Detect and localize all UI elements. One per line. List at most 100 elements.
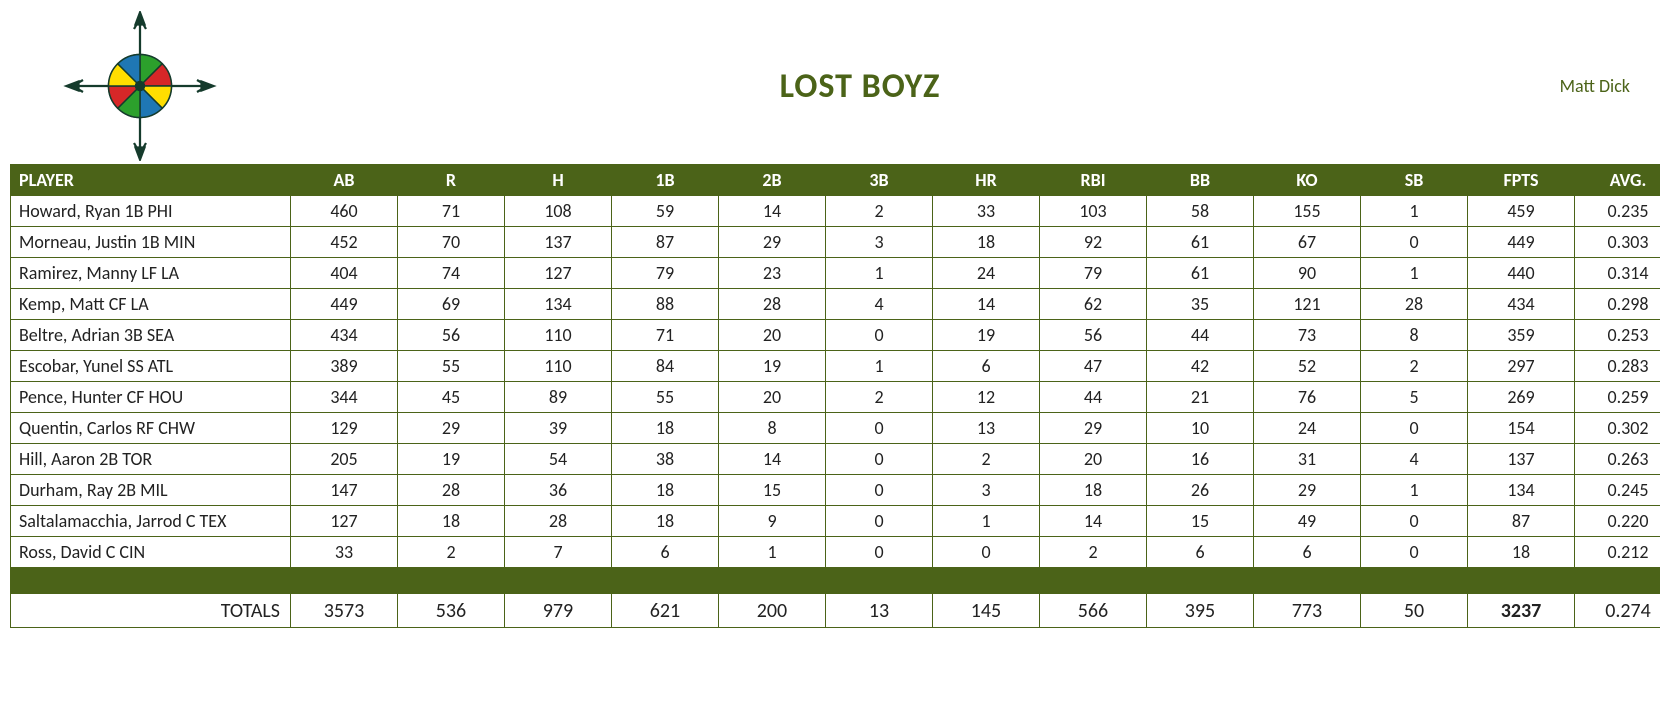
stat-cell-b2: 19 xyxy=(719,351,826,382)
stat-cell-sb: 0 xyxy=(1361,537,1468,568)
stat-cell-bb: 6 xyxy=(1147,537,1254,568)
stat-cell-sb: 4 xyxy=(1361,444,1468,475)
compass-icon xyxy=(55,11,225,161)
stat-cell-bb: 16 xyxy=(1147,444,1254,475)
table-row: Quentin, Carlos RF CHW129293918801329102… xyxy=(11,413,1660,444)
table-row: Beltre, Adrian 3B SEA4345611071200195644… xyxy=(11,320,1660,351)
stat-cell-bb: 58 xyxy=(1147,196,1254,227)
stat-cell-bb: 26 xyxy=(1147,475,1254,506)
col-3b: 3B xyxy=(826,165,933,196)
totals-row: TOTALS 3573 536 979 621 200 13 145 566 3… xyxy=(11,594,1660,628)
stat-cell-h: 110 xyxy=(505,351,612,382)
stat-cell-r: 55 xyxy=(398,351,505,382)
player-cell: Hill, Aaron 2B TOR xyxy=(11,444,291,475)
stat-cell-ko: 52 xyxy=(1254,351,1361,382)
stat-cell-rbi: 29 xyxy=(1040,413,1147,444)
stat-cell-b2: 15 xyxy=(719,475,826,506)
stat-cell-avg: 0.245 xyxy=(1575,475,1660,506)
stat-cell-ko: 90 xyxy=(1254,258,1361,289)
stat-cell-h: 54 xyxy=(505,444,612,475)
stat-cell-bb: 61 xyxy=(1147,258,1254,289)
table-row: Ramirez, Manny LF LA40474127792312479619… xyxy=(11,258,1660,289)
stat-cell-h: 110 xyxy=(505,320,612,351)
stat-cell-b2: 20 xyxy=(719,382,826,413)
stat-cell-b3: 3 xyxy=(826,227,933,258)
stat-cell-b3: 0 xyxy=(826,320,933,351)
stat-cell-sb: 5 xyxy=(1361,382,1468,413)
stat-cell-fpts: 269 xyxy=(1468,382,1575,413)
stat-cell-sb: 8 xyxy=(1361,320,1468,351)
stat-cell-hr: 2 xyxy=(933,444,1040,475)
stat-cell-ko: 29 xyxy=(1254,475,1361,506)
stat-cell-ab: 33 xyxy=(291,537,398,568)
stat-cell-ko: 121 xyxy=(1254,289,1361,320)
stat-cell-b2: 23 xyxy=(719,258,826,289)
stat-cell-b1: 18 xyxy=(612,506,719,537)
stat-cell-avg: 0.283 xyxy=(1575,351,1660,382)
header: LOST BOYZ Matt Dick xyxy=(10,8,1650,164)
stat-cell-bb: 10 xyxy=(1147,413,1254,444)
stat-cell-b2: 14 xyxy=(719,444,826,475)
totals-label: TOTALS xyxy=(11,594,291,628)
stat-cell-ab: 147 xyxy=(291,475,398,506)
stat-cell-hr: 3 xyxy=(933,475,1040,506)
stat-cell-fpts: 134 xyxy=(1468,475,1575,506)
stat-cell-h: 7 xyxy=(505,537,612,568)
stat-cell-b1: 55 xyxy=(612,382,719,413)
stat-cell-fpts: 434 xyxy=(1468,289,1575,320)
totals-3b: 13 xyxy=(826,594,933,628)
page-container: LOST BOYZ Matt Dick PLAYER AB R H 1B 2B … xyxy=(0,0,1660,636)
stat-cell-hr: 1 xyxy=(933,506,1040,537)
stat-cell-b1: 38 xyxy=(612,444,719,475)
owner-name: Matt Dick xyxy=(1450,75,1650,97)
stat-cell-avg: 0.303 xyxy=(1575,227,1660,258)
stat-cell-b3: 2 xyxy=(826,196,933,227)
stat-cell-fpts: 440 xyxy=(1468,258,1575,289)
totals-h: 979 xyxy=(505,594,612,628)
stat-cell-b1: 18 xyxy=(612,413,719,444)
stat-cell-ko: 6 xyxy=(1254,537,1361,568)
stat-cell-sb: 1 xyxy=(1361,475,1468,506)
stat-cell-b3: 2 xyxy=(826,382,933,413)
table-row: Durham, Ray 2B MIL1472836181503182629113… xyxy=(11,475,1660,506)
stat-cell-b3: 4 xyxy=(826,289,933,320)
stat-cell-b1: 71 xyxy=(612,320,719,351)
stat-cell-sb: 0 xyxy=(1361,413,1468,444)
stat-cell-b3: 1 xyxy=(826,351,933,382)
player-cell: Saltalamacchia, Jarrod C TEX xyxy=(11,506,291,537)
stat-cell-fpts: 297 xyxy=(1468,351,1575,382)
stat-cell-sb: 1 xyxy=(1361,196,1468,227)
stat-cell-ko: 73 xyxy=(1254,320,1361,351)
stat-cell-h: 108 xyxy=(505,196,612,227)
stat-cell-r: 19 xyxy=(398,444,505,475)
stat-cell-rbi: 92 xyxy=(1040,227,1147,258)
stat-cell-hr: 12 xyxy=(933,382,1040,413)
stat-cell-avg: 0.259 xyxy=(1575,382,1660,413)
stat-cell-ko: 76 xyxy=(1254,382,1361,413)
stat-cell-bb: 15 xyxy=(1147,506,1254,537)
table-row: Kemp, Matt CF LA449691348828414623512128… xyxy=(11,289,1660,320)
compass-logo xyxy=(10,11,270,161)
stat-cell-r: 28 xyxy=(398,475,505,506)
stats-table: PLAYER AB R H 1B 2B 3B HR RBI BB KO SB F… xyxy=(10,164,1660,628)
stat-cell-ko: 31 xyxy=(1254,444,1361,475)
stat-cell-b1: 87 xyxy=(612,227,719,258)
stat-cell-r: 29 xyxy=(398,413,505,444)
stat-cell-b2: 20 xyxy=(719,320,826,351)
totals-fpts: 3237 xyxy=(1468,594,1575,628)
player-cell: Howard, Ryan 1B PHI xyxy=(11,196,291,227)
player-cell: Beltre, Adrian 3B SEA xyxy=(11,320,291,351)
stat-cell-b1: 18 xyxy=(612,475,719,506)
totals-2b: 200 xyxy=(719,594,826,628)
stat-cell-b1: 84 xyxy=(612,351,719,382)
totals-ko: 773 xyxy=(1254,594,1361,628)
stat-cell-b1: 88 xyxy=(612,289,719,320)
stat-cell-r: 56 xyxy=(398,320,505,351)
stat-cell-sb: 0 xyxy=(1361,506,1468,537)
stat-cell-hr: 0 xyxy=(933,537,1040,568)
col-1b: 1B xyxy=(612,165,719,196)
stat-cell-sb: 28 xyxy=(1361,289,1468,320)
stat-cell-h: 28 xyxy=(505,506,612,537)
stat-cell-b1: 6 xyxy=(612,537,719,568)
stat-cell-b2: 28 xyxy=(719,289,826,320)
